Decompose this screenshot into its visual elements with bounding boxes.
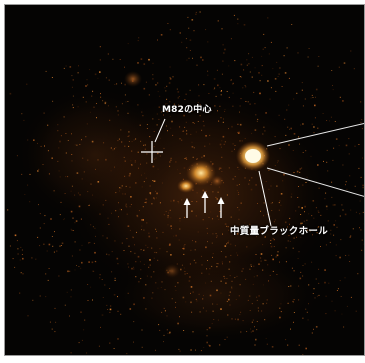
- black-hole-label-pointer: [258, 170, 272, 227]
- faint-sources: [124, 71, 180, 278]
- black-hole-source: [236, 141, 270, 171]
- diffuse-emission: [15, 85, 340, 345]
- center-label-pointer: [154, 118, 166, 143]
- xray-image-frame: [4, 4, 365, 356]
- black-hole-label: 中質量ブラックホール: [230, 226, 329, 237]
- galaxy-center-label: M82の中心: [162, 105, 212, 115]
- arrow-up-icon: [201, 191, 209, 213]
- galaxy-center-crosshair: [141, 141, 163, 163]
- photon-noise: [7, 11, 364, 355]
- source-arrows: [183, 191, 225, 218]
- source-cluster: [177, 160, 224, 193]
- arrow-up-icon: [217, 197, 225, 218]
- black-hole-pointer-lines: [266, 122, 364, 197]
- xray-image: [5, 5, 364, 355]
- arrow-up-icon: [183, 198, 191, 218]
